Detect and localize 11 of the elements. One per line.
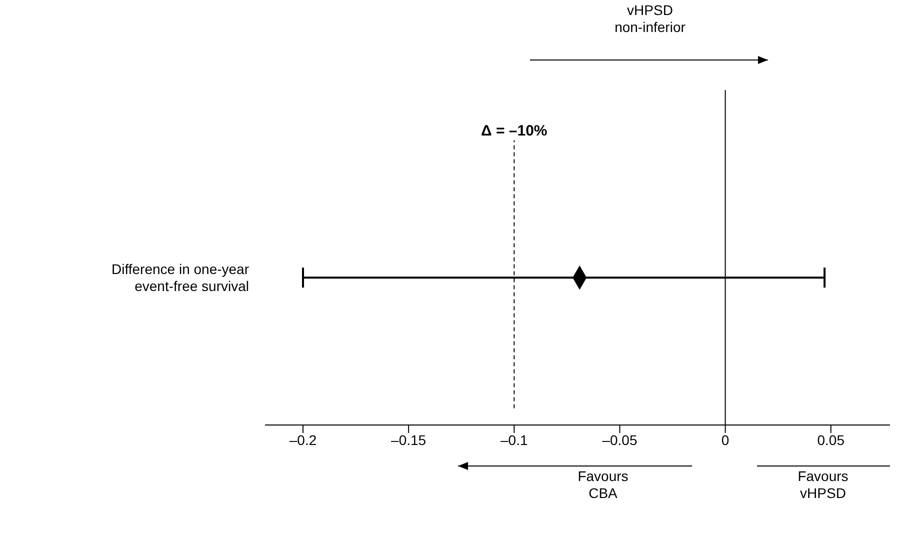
text: vHPSD non-inferior	[614, 2, 686, 36]
x-tick-label: 0.05	[817, 432, 845, 448]
x-tick-label: 0	[721, 432, 730, 448]
text: Favours vHPSD	[796, 468, 850, 502]
x-tick-label: –0.1	[500, 432, 528, 448]
x-tick-label: –0.15	[391, 432, 426, 448]
ref-line-label: Δ = –10%	[481, 122, 548, 140]
text: Favours CBA	[576, 468, 630, 502]
x-tick-label: –0.2	[289, 432, 317, 448]
x-tick-label: –0.05	[602, 432, 638, 448]
y-tick-label: Difference in one-year event-free survival	[112, 261, 250, 294]
